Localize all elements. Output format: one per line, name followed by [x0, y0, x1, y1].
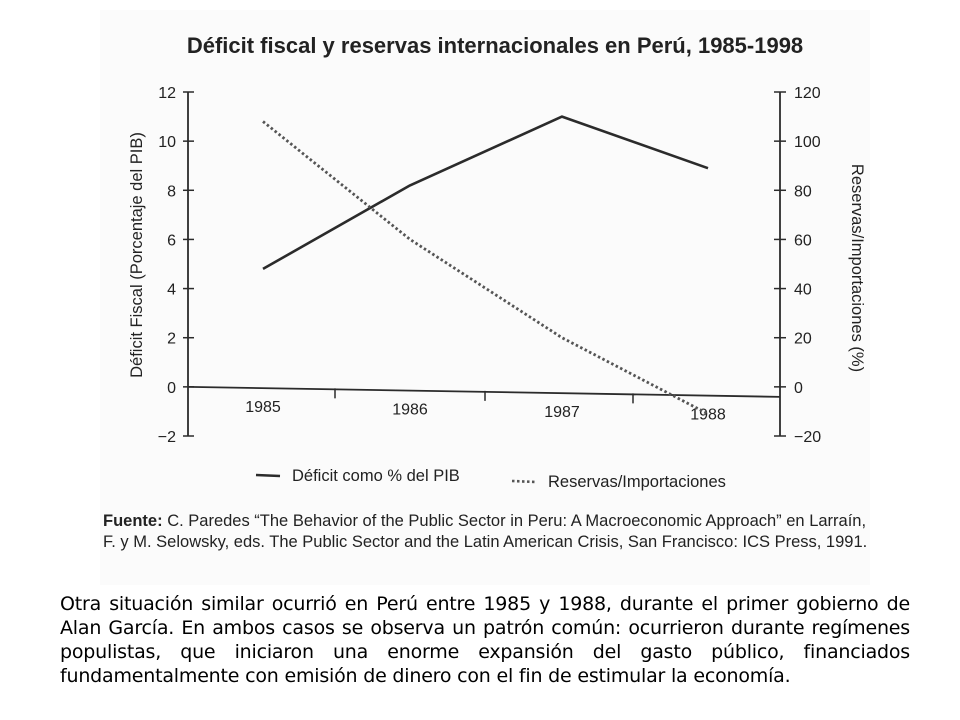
- source-text: C. Paredes “The Behavior of the Public S…: [103, 512, 868, 551]
- legend-swatch: [511, 479, 537, 484]
- right-axis-tick-label: −20: [794, 429, 821, 446]
- left-axis-tick-label: 4: [167, 282, 176, 299]
- body-paragraph: Otra situación similar ocurrió en Perú e…: [60, 593, 910, 687]
- left-axis-tick-label: −2: [158, 429, 176, 446]
- right-axis-tick-label: 20: [794, 331, 812, 348]
- right-axis-tick-label: 80: [794, 183, 812, 200]
- right-axis-tick-label: 120: [794, 85, 821, 102]
- left-axis-tick-label: 0: [167, 380, 176, 397]
- right-axis-label: Reservas/Importaciones (%): [848, 164, 866, 372]
- legend: Déficit como % del PIB Reservas/Importaci…: [255, 467, 726, 491]
- left-axis-tick-label: 6: [167, 232, 176, 249]
- x-axis-tick-label: 1985: [245, 399, 281, 416]
- right-axis-tick-label: 60: [794, 232, 812, 249]
- right-axis-tick-label: 0: [794, 380, 803, 397]
- series-layer: [262, 115, 709, 416]
- x-axis-tick-label: 1986: [392, 402, 428, 419]
- chart-title: Déficit fiscal y reservas internacionale…: [187, 33, 803, 58]
- legend-label: Reservas/Importaciones: [548, 473, 726, 491]
- right-axis-tick-label: 100: [794, 134, 821, 151]
- left-axis-label: Déficit Fiscal (Porcentaje del PIB): [128, 132, 146, 378]
- source-note: Fuente: C. Paredes “The Behavior of the …: [103, 511, 873, 553]
- left-axis-tick-label: 2: [167, 331, 176, 348]
- x-axis-tick-label: 1988: [690, 407, 726, 424]
- series-line-deficit: [262, 115, 709, 271]
- right-axis-tick-label: 40: [794, 282, 812, 299]
- scanned-figure: [100, 10, 870, 585]
- left-axis-tick-label: 10: [158, 134, 176, 151]
- x-axis-tick-label: 1987: [544, 404, 580, 421]
- left-axis-tick-label: 8: [167, 183, 176, 200]
- series-line-reservas: [262, 120, 709, 416]
- x-axis-baseline: [187, 385, 781, 398]
- source-label: Fuente:: [103, 512, 163, 530]
- left-axis-tick-label: 12: [158, 85, 176, 102]
- legend-label: Déficit como % del PIB: [292, 467, 460, 485]
- legend-swatch: [255, 473, 281, 478]
